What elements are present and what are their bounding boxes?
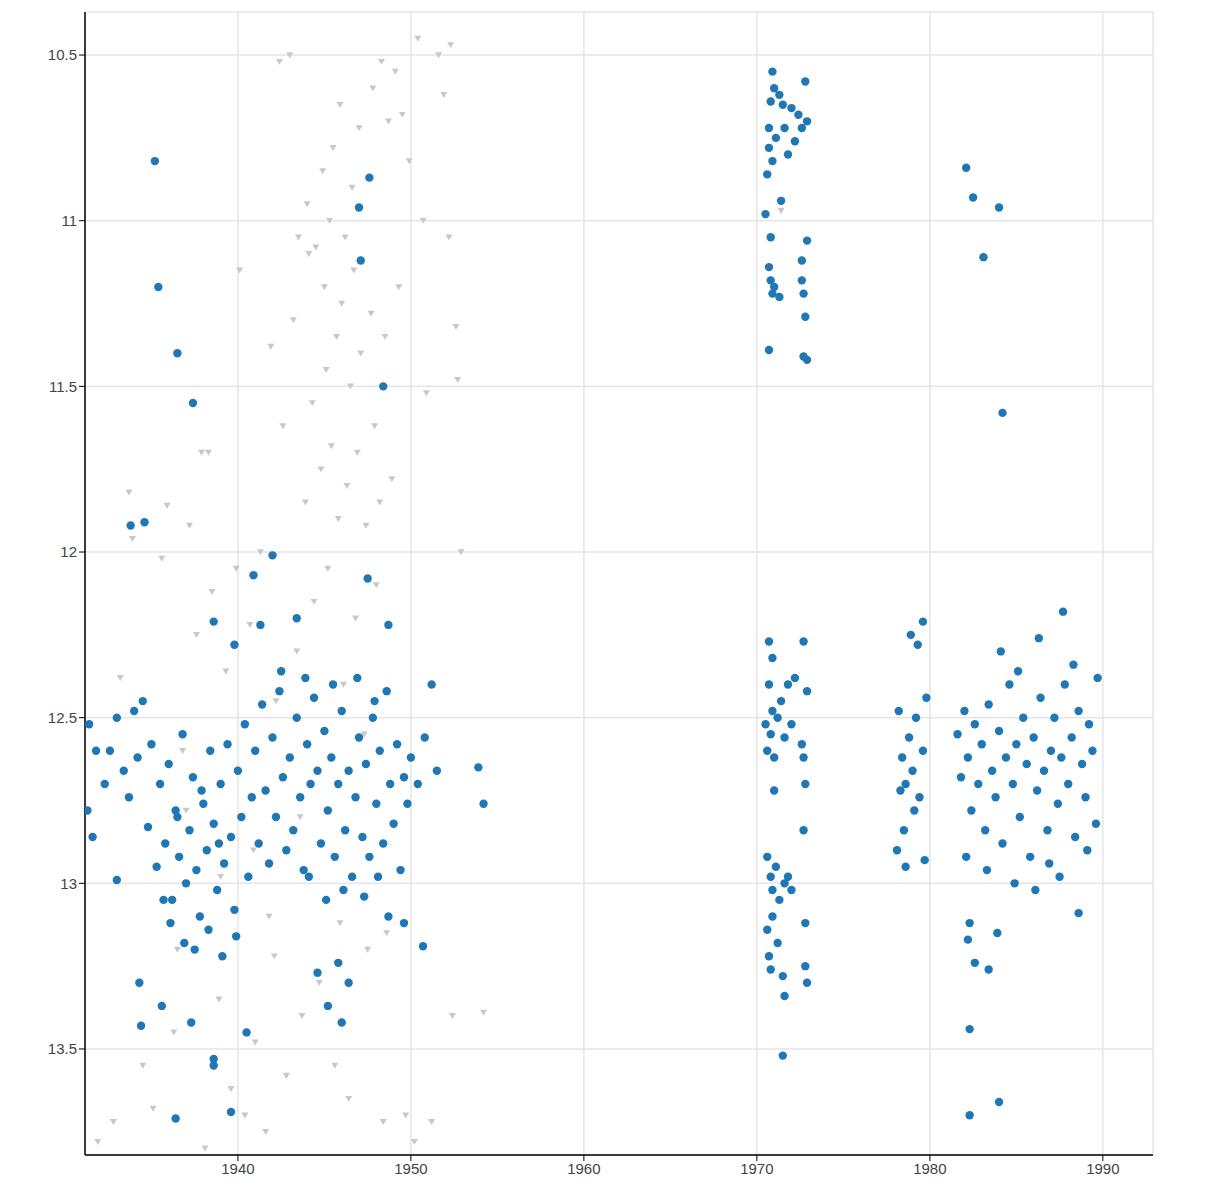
svg-text:11: 11	[61, 212, 77, 229]
svg-text:1960: 1960	[567, 1160, 600, 1177]
svg-text:1980: 1980	[913, 1160, 946, 1177]
svg-text:1940: 1940	[221, 1160, 254, 1177]
svg-text:12.5: 12.5	[48, 709, 77, 726]
svg-text:1990: 1990	[1086, 1160, 1119, 1177]
svg-text:13.5: 13.5	[48, 1040, 77, 1057]
svg-text:10.5: 10.5	[48, 46, 77, 63]
svg-text:1950: 1950	[394, 1160, 427, 1177]
svg-text:12: 12	[60, 543, 77, 560]
svg-text:1970: 1970	[740, 1160, 773, 1177]
svg-text:13: 13	[60, 875, 77, 892]
svg-text:11.5: 11.5	[49, 378, 77, 395]
